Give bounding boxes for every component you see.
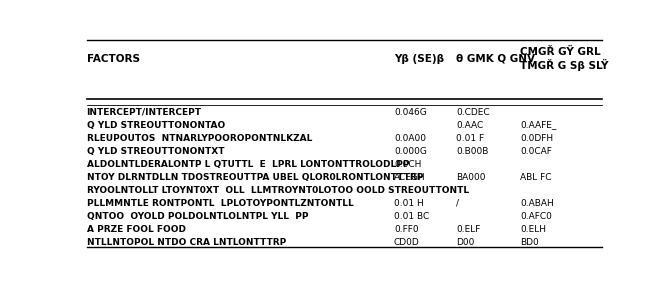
Text: NTLLNTOPOL NTDO CRA LNTLONTTTRP: NTLLNTOPOL NTDO CRA LNTLONTTTRP (87, 238, 286, 247)
Text: ACEGH: ACEGH (394, 173, 425, 182)
Text: /: / (456, 199, 460, 208)
Text: PLLMMNTLE RONTPONTL  LPLOTOYPONTLZNTONTLL: PLLMMNTLE RONTPONTL LPLOTOYPONTLZNTONTLL (87, 199, 353, 208)
Text: 0.01 H: 0.01 H (394, 199, 423, 208)
Text: CMGŘ GŸ GRL
TMGŘ G Sβ SLŸ: CMGŘ GŸ GRL TMGŘ G Sβ SLŸ (520, 47, 609, 71)
Text: 0.AFC0: 0.AFC0 (520, 212, 552, 221)
Text: RLEUPOUTOS  NTNARLYPOOROPONTNLKZAL: RLEUPOUTOS NTNARLYPOOROPONTNLKZAL (87, 134, 312, 143)
Text: 0.0CH: 0.0CH (394, 160, 421, 169)
Text: 0.AAFE_: 0.AAFE_ (520, 120, 557, 129)
Text: ALDOLNTLDERALONTP L QTUTTL  E  LPRL LONTONTTROLODLPP: ALDOLNTLDERALONTP L QTUTTL E LPRL LONTON… (87, 160, 409, 169)
Text: 0.01 F: 0.01 F (456, 134, 485, 143)
Text: 0.0CAF: 0.0CAF (520, 147, 552, 156)
Text: BD0: BD0 (520, 238, 539, 247)
Text: θ GMK Q GNV: θ GMK Q GNV (456, 54, 536, 64)
Text: INTERCEPT/INTERCEPT: INTERCEPT/INTERCEPT (87, 107, 202, 116)
Text: 0.000G: 0.000G (394, 147, 427, 156)
Text: A PRZE FOOL FOOD: A PRZE FOOL FOOD (87, 225, 185, 234)
Text: NTOY DLRNTDLLN TDOSTREOUTTPA UBEL QLOR0LRONTLONTTTRP: NTOY DLRNTDLLN TDOSTREOUTTPA UBEL QLOR0L… (87, 173, 423, 182)
Text: 0.ELF: 0.ELF (456, 225, 480, 234)
Text: D00: D00 (456, 238, 474, 247)
Text: CD0D: CD0D (394, 238, 419, 247)
Text: RYOOLNTOLLT LTOYNT0XT  OLL  LLMTROYNT0LOTOO OOLD STREOUTTONTL: RYOOLNTOLLT LTOYNT0XT OLL LLMTROYNT0LOTO… (87, 186, 469, 195)
Text: FACTORS: FACTORS (87, 54, 140, 64)
Text: 0.0DFH: 0.0DFH (520, 134, 554, 143)
Text: 0.CDEC: 0.CDEC (456, 107, 490, 116)
Text: 0.ABAH: 0.ABAH (520, 199, 554, 208)
Text: 0.B00B: 0.B00B (456, 147, 489, 156)
Text: Q YLD STREOUTTONONTXT: Q YLD STREOUTTONONTXT (87, 147, 224, 156)
Text: 0.AAC: 0.AAC (456, 120, 484, 129)
Text: 0.ELH: 0.ELH (520, 225, 546, 234)
Text: Q YLD STREOUTTONONTAO: Q YLD STREOUTTONONTAO (87, 120, 225, 129)
Text: 0.01 BC: 0.01 BC (394, 212, 429, 221)
Text: BA000: BA000 (456, 173, 486, 182)
Text: 0.046G: 0.046G (394, 107, 427, 116)
Text: 0.0A00: 0.0A00 (394, 134, 426, 143)
Text: Yβ (SE)β: Yβ (SE)β (394, 54, 444, 64)
Text: 0.FF0: 0.FF0 (394, 225, 419, 234)
Text: QNTOO  OYOLD POLDOLNTLOLNTPL YLL  PP: QNTOO OYOLD POLDOLNTLOLNTPL YLL PP (87, 212, 308, 221)
Text: ABL FC: ABL FC (520, 173, 552, 182)
